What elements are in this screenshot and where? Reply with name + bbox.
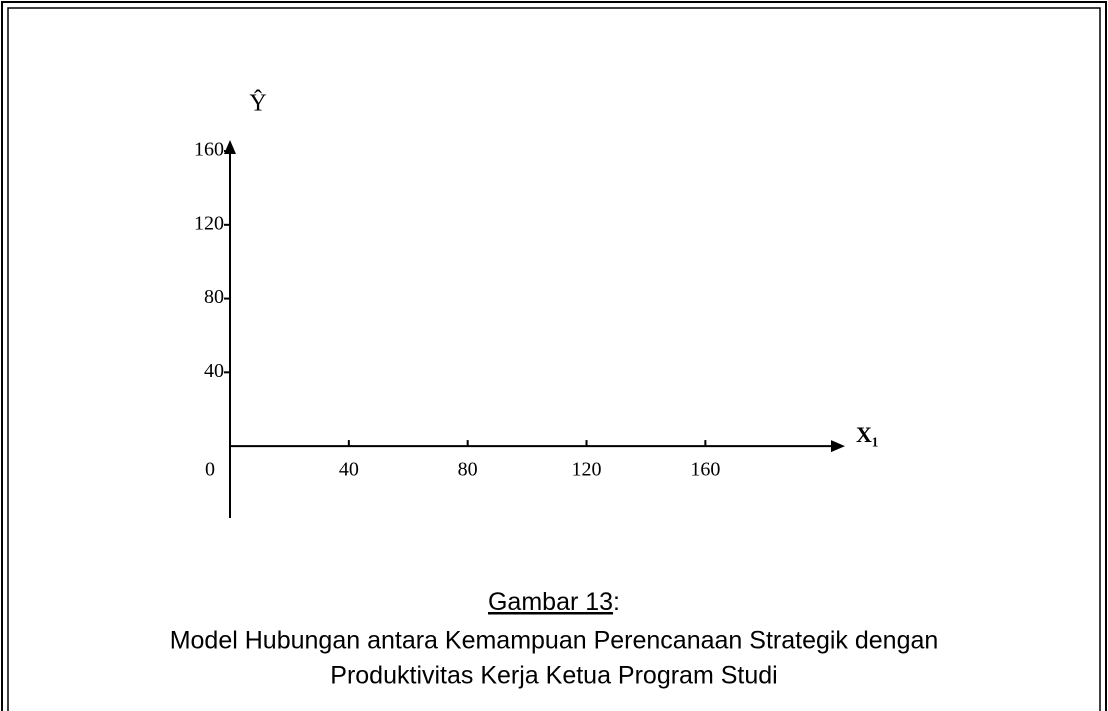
caption-number: Gambar 13 bbox=[488, 588, 613, 616]
y-tick-label: 80 bbox=[204, 286, 224, 308]
x-tick-label: 80 bbox=[458, 459, 478, 481]
x-tick-label: 160 bbox=[690, 459, 720, 481]
x-tick-label: 40 bbox=[339, 459, 359, 481]
caption-label: Gambar 13: bbox=[488, 588, 620, 616]
y-tick-label: 120 bbox=[194, 212, 224, 234]
x-tick-label: 0 bbox=[205, 459, 215, 481]
x-tick-label: 120 bbox=[572, 459, 602, 481]
x-axis-label: X₁ bbox=[856, 422, 878, 447]
y-tick-label: 160 bbox=[194, 139, 224, 161]
y-axis-label: Ŷ bbox=[249, 91, 266, 117]
y-tick-label: 40 bbox=[204, 360, 224, 382]
x-axis-arrow bbox=[831, 440, 845, 453]
caption-suffix: : bbox=[613, 588, 620, 616]
caption-line: Model Hubungan antara Kemampuan Perencan… bbox=[170, 627, 939, 655]
inner-frame bbox=[7, 7, 1101, 711]
caption-line: Produktivitas Kerja Ketua Program Studi bbox=[330, 662, 777, 690]
